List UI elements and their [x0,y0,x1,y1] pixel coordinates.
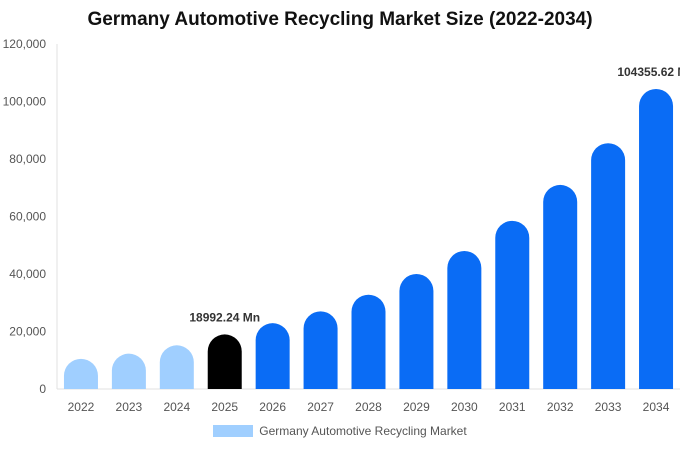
y-tick-label: 100,000 [3,95,47,109]
bar-2026 [255,323,290,389]
legend-label: Germany Automotive Recycling Market [259,424,467,438]
x-tick-label: 2031 [499,400,526,414]
data-label-2034: 104355.62 Mn [617,65,680,79]
x-tick-label: 2030 [451,400,478,414]
x-tick-label: 2033 [595,400,622,414]
y-tick-label: 0 [39,382,46,396]
legend-swatch [213,425,254,437]
bar-2023 [111,353,146,389]
x-tick-label: 2028 [355,400,382,414]
bar-2024 [159,345,194,389]
bar-2028 [351,294,386,389]
y-tick-label: 20,000 [9,325,46,339]
y-tick-label: 40,000 [9,267,46,281]
x-tick-label: 2032 [547,400,574,414]
bar-2032 [543,184,578,389]
bar-2034 [639,88,674,389]
bar-2030 [447,251,482,389]
bar-2029 [399,274,434,389]
x-tick-label: 2022 [68,400,95,414]
y-tick-label: 60,000 [9,210,46,224]
x-tick-label: 2025 [211,400,238,414]
y-tick-label: 80,000 [9,152,46,166]
data-label-2025: 18992.24 Mn [189,310,260,324]
legend: Germany Automotive Recycling Market [0,424,680,438]
bar-2022 [63,358,98,389]
x-tick-label: 2027 [307,400,334,414]
x-tick-label: 2029 [403,400,430,414]
bar-2027 [303,311,338,389]
x-tick-label: 2026 [259,400,286,414]
chart-title: Germany Automotive Recycling Market Size… [87,9,593,30]
bar-2025 [207,334,242,389]
y-tick-label: 120,000 [3,37,47,51]
x-tick-label: 2023 [116,400,143,414]
bar-2031 [495,220,530,389]
bar-2033 [591,143,626,389]
x-tick-label: 2034 [643,400,670,414]
x-tick-label: 2024 [163,400,190,414]
